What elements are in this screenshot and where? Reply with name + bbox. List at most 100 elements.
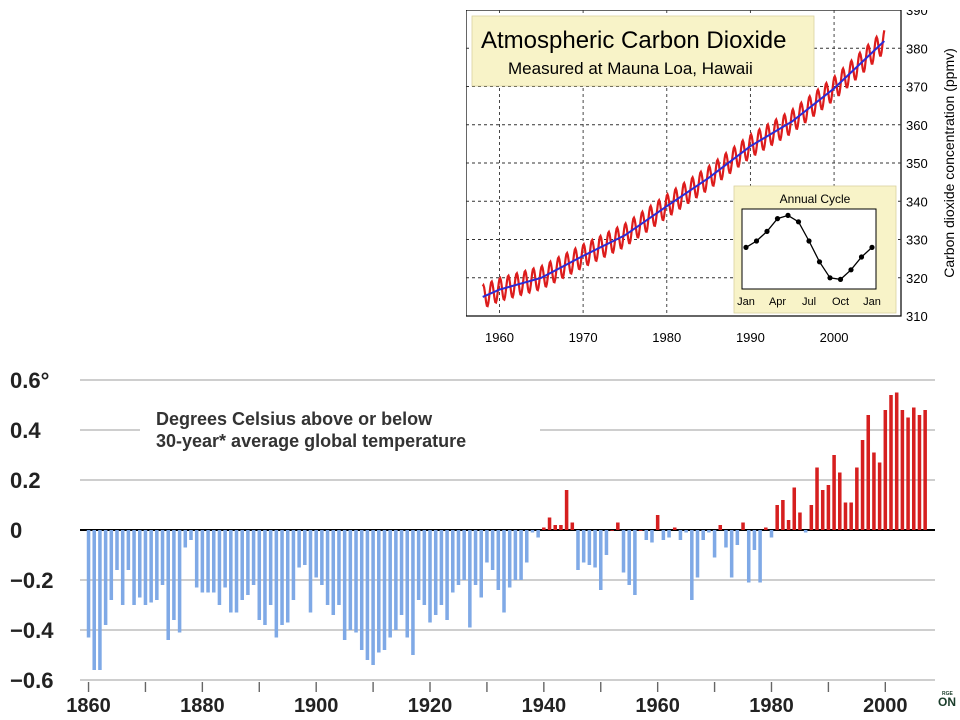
temp-bar-1941 [547, 517, 552, 530]
temp-y-tick-label: 0.2 [10, 468, 41, 493]
temp-bar-1969 [707, 530, 711, 533]
inset-x-tick-label: Jul [802, 296, 816, 308]
temp-bar-1940 [542, 527, 546, 530]
temp-bar-1929 [479, 530, 483, 598]
temp-bar-1874 [166, 530, 170, 640]
temp-bar-1937 [525, 530, 529, 563]
temp-bar-1909 [365, 530, 370, 660]
temp-x-tick-label: 1860 [66, 695, 111, 717]
temp-bar-1967 [695, 530, 700, 578]
temp-bar-1992 [838, 472, 842, 530]
temp-bar-1887 [240, 530, 244, 600]
temp-bar-1930 [485, 530, 489, 563]
temp-bar-1882 [211, 530, 216, 593]
temp-bar-1891 [263, 530, 267, 625]
co2-x-tick-label: 1980 [652, 330, 681, 345]
temp-bar-1861 [92, 530, 96, 670]
temp-bar-1863 [103, 530, 108, 625]
inset-cycle-point [827, 275, 833, 281]
temp-bar-1868 [132, 530, 136, 605]
co2-y-tick-label: 370 [906, 80, 928, 95]
temp-x-tick-label: 1980 [749, 695, 794, 717]
co2-y-axis-label: Carbon dioxide concentration (ppmv) [941, 48, 957, 278]
temp-bar-1957 [638, 530, 643, 531]
co2-title-box: Atmospheric Carbon Dioxide Measured at M… [471, 15, 815, 87]
temp-bar-1962 [667, 530, 671, 538]
temp-bar-1922 [439, 530, 444, 605]
temp-bar-1925 [456, 530, 461, 585]
temp-bar-1880 [200, 530, 205, 593]
temp-x-tick-label: 1960 [635, 695, 680, 717]
temp-bar-1954 [621, 530, 626, 573]
temp-bar-1931 [490, 530, 495, 570]
temp-bar-1983 [786, 520, 791, 530]
temp-bar-1892 [268, 530, 273, 605]
temp-bar-1997 [866, 415, 871, 530]
temp-annotation: Degrees Celsius above or below 30-year* … [140, 400, 540, 456]
temperature-anomaly-chart: 0.6° 0.4 0.2 0 −0.2 −0.4 −0.6 1860 1880 1900 1920… [10, 368, 935, 717]
temp-bar-1995 [855, 467, 859, 530]
temp-y-tick-label: 0.6° [10, 368, 49, 393]
inset-cycle-point [785, 212, 791, 218]
temp-bar-1963 [672, 527, 677, 530]
temp-bar-1877 [183, 530, 188, 548]
inset-cycle-point [795, 219, 802, 225]
temp-bar-1960 [655, 515, 660, 530]
temp-bar-1936 [519, 530, 523, 580]
temp-bar-1899 [308, 530, 313, 613]
temp-bar-1900 [314, 530, 318, 578]
temp-bar-1923 [445, 530, 449, 620]
temp-bar-1938 [530, 530, 535, 533]
temp-bar-1862 [98, 530, 102, 670]
temp-bar-2002 [894, 392, 899, 530]
temp-bar-1968 [701, 530, 705, 540]
temp-bar-1898 [303, 530, 307, 565]
temp-bar-1920 [428, 530, 432, 623]
co2-x-tick-label: 1960 [485, 330, 514, 345]
temp-bar-1907 [354, 530, 358, 633]
temp-bar-1943 [559, 525, 563, 530]
temp-bar-1872 [155, 530, 159, 600]
temp-bar-1904 [337, 530, 341, 605]
temp-bar-1977 [752, 530, 757, 550]
temp-bar-1982 [781, 500, 785, 530]
temp-bar-1996 [860, 440, 865, 530]
temp-bar-1942 [553, 525, 557, 530]
temp-bar-1950 [598, 530, 603, 590]
temp-bar-1961 [661, 530, 666, 540]
temp-x-tick-label: 1920 [408, 695, 453, 717]
temp-bar-1966 [690, 530, 694, 600]
temp-bar-1886 [234, 530, 239, 613]
inset-x-tick-label: Apr [769, 296, 786, 308]
temp-y-tick-label: −0.6 [10, 668, 53, 693]
temp-bar-1928 [473, 530, 478, 585]
annual-cycle-inset: Annual Cycle Jan Apr Jul Oct Jan [733, 185, 897, 314]
temp-bar-1888 [246, 530, 250, 595]
temp-bar-1993 [843, 502, 848, 530]
temp-gridlines [80, 379, 935, 681]
co2-y-tick-labels: 310 320 330 340 350 360 370 380 390 [906, 10, 928, 324]
inset-x-tick-label: Jan [737, 296, 755, 308]
temp-bar-1947 [581, 530, 586, 563]
co2-y-tick-label: 310 [906, 309, 928, 324]
temp-x-tick-label: 1880 [180, 695, 225, 717]
temp-bar-1878 [189, 530, 193, 540]
temp-x-tick-labels: 1860 1880 1900 1920 1940 1960 1980 2000 [66, 695, 907, 717]
temp-bar-2006 [917, 415, 922, 530]
temp-bar-1875 [172, 530, 176, 620]
inset-x-tick-label: Jan [863, 296, 881, 308]
temp-x-tick-label: 2000 [863, 695, 908, 717]
temp-bar-1970 [712, 530, 717, 558]
temp-bar-2003 [900, 410, 905, 530]
temp-bar-1895 [285, 530, 290, 623]
inset-x-tick-label: Oct [832, 296, 849, 308]
co2-y-tick-label: 390 [906, 10, 928, 18]
temp-y-tick-label: 0.4 [10, 418, 41, 443]
temp-bar-1981 [775, 505, 779, 530]
temp-bar-1965 [684, 530, 688, 533]
inset-cycle-point [743, 244, 749, 250]
temp-bar-1958 [644, 530, 649, 540]
temp-bar-1865 [115, 530, 119, 570]
temp-bar-1994 [849, 502, 853, 530]
temp-y-tick-label: −0.4 [10, 618, 54, 643]
